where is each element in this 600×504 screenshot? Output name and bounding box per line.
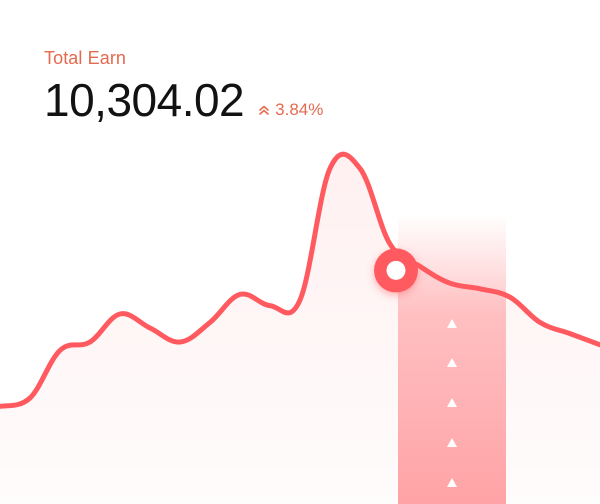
widget-header: Total Earn 10,304.02 3.84% bbox=[44, 46, 323, 126]
change-badge: 3.84% bbox=[258, 100, 323, 120]
highlight-dot-inner bbox=[386, 260, 406, 280]
double-chevron-up-icon bbox=[259, 105, 269, 115]
change-value: 3.84% bbox=[275, 100, 324, 119]
highlight-arrows bbox=[447, 319, 457, 487]
total-value: 10,304.02 bbox=[44, 74, 245, 126]
value-row: 10,304.02 3.84% bbox=[44, 74, 323, 126]
series-line bbox=[0, 151, 600, 409]
up-arrow-icon bbox=[447, 438, 457, 447]
area-fill bbox=[0, 154, 600, 504]
up-arrow-icon bbox=[447, 478, 457, 487]
widget-label: Total Earn bbox=[44, 48, 127, 68]
up-arrow-icon bbox=[447, 319, 457, 328]
highlight-point[interactable] bbox=[374, 248, 418, 293]
up-arrow-icon bbox=[447, 398, 457, 407]
up-arrow-icon bbox=[447, 358, 457, 367]
